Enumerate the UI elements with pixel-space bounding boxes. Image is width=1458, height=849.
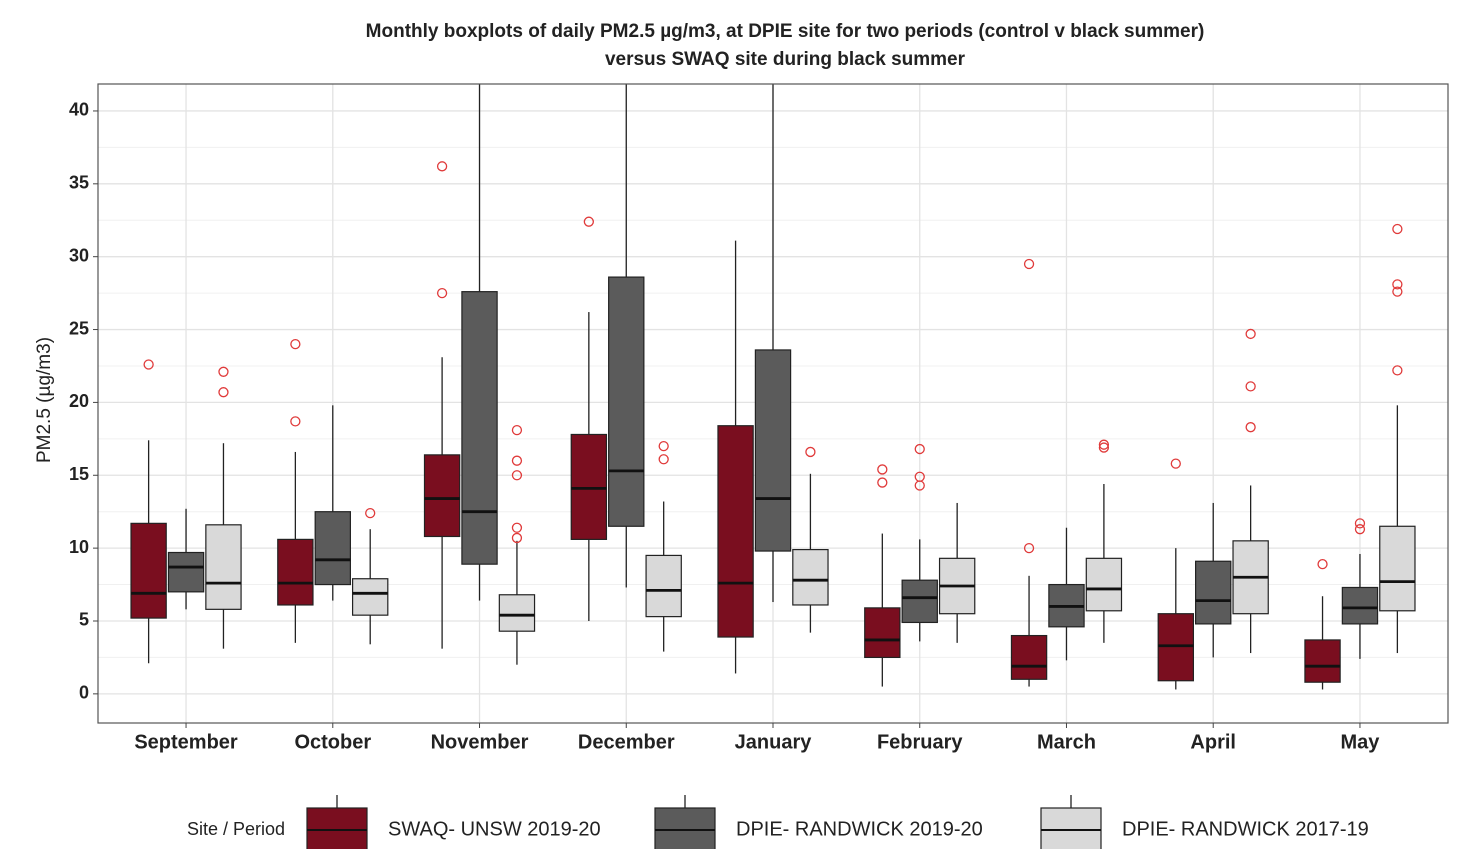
box <box>792 548 829 606</box>
y-tick-label: 35 <box>69 173 89 193</box>
box <box>864 607 901 659</box>
box <box>717 425 754 638</box>
x-tick-label: March <box>1037 731 1096 753</box>
legend: Site / Period SWAQ- UNSW 2019-20 DPIE- RAN… <box>187 795 1369 849</box>
y-tick-label: 30 <box>69 245 89 265</box>
outlier <box>1354 518 1366 529</box>
outlier <box>436 287 448 299</box>
box <box>205 524 242 610</box>
legend-title: Site / Period <box>187 819 285 839</box>
outlier <box>1317 559 1328 570</box>
outlier <box>511 532 523 544</box>
outlier <box>290 416 301 427</box>
box <box>754 349 792 552</box>
outlier <box>1023 542 1035 554</box>
x-tick-label: February <box>877 731 963 753</box>
outlier <box>1354 524 1366 535</box>
x-tick-label: April <box>1190 731 1236 753</box>
outlier <box>218 366 229 377</box>
box <box>1157 613 1195 682</box>
outlier <box>511 470 523 481</box>
y-tick-label: 10 <box>69 537 89 557</box>
x-tick-label: October <box>294 731 371 753</box>
box <box>901 579 938 624</box>
x-tick-label: December <box>578 731 675 753</box>
outlier <box>805 446 816 458</box>
outlier <box>511 522 523 533</box>
outlier <box>1098 439 1110 450</box>
outlier <box>218 387 229 398</box>
x-tick-label: November <box>431 731 529 753</box>
box <box>277 538 314 606</box>
outlier <box>877 477 888 488</box>
box <box>570 433 608 540</box>
plot-area <box>130 84 1416 690</box>
chart-title: Monthly boxplots of daily PM2.5 µg/m3, a… <box>366 21 1205 42</box>
legend-key <box>306 807 368 849</box>
outlier <box>877 464 888 475</box>
chart-title: versus SWAQ site during black summer <box>605 49 966 70</box>
box <box>498 594 536 632</box>
outlier <box>143 359 154 370</box>
box <box>1304 639 1341 683</box>
legend-label: SWAQ- UNSW 2019-20 <box>388 818 601 840</box>
outlier <box>436 161 448 172</box>
y-tick-label: 25 <box>69 318 89 338</box>
box <box>1379 525 1416 612</box>
x-tick-label: May <box>1341 731 1381 753</box>
y-tick-label: 40 <box>69 100 89 120</box>
legend-label: DPIE- RANDWICK 2019-20 <box>736 818 983 840</box>
box <box>130 522 167 619</box>
outlier <box>1392 365 1403 376</box>
outlier <box>1245 381 1256 392</box>
outlier <box>658 440 669 452</box>
box <box>314 511 351 586</box>
x-tick-label: January <box>735 731 813 753</box>
outlier <box>658 454 669 465</box>
box <box>645 554 682 618</box>
box <box>167 551 205 593</box>
legend-label: DPIE- RANDWICK 2017-19 <box>1122 818 1369 840</box>
outlier <box>1245 328 1256 340</box>
outlier <box>365 508 376 519</box>
outlier <box>1245 422 1256 433</box>
outlier <box>1023 258 1035 270</box>
y-axis-title: PM2.5 (µg/m3) <box>34 337 55 463</box>
box <box>461 291 498 565</box>
outlier <box>1392 286 1403 297</box>
outlier <box>914 471 925 482</box>
outlier <box>1392 279 1403 290</box>
outlier <box>914 443 925 455</box>
box <box>423 454 461 538</box>
box <box>351 578 389 616</box>
box <box>1010 634 1048 680</box>
legend-key <box>654 807 716 849</box>
outlier <box>583 216 594 227</box>
outlier <box>511 424 523 436</box>
outlier <box>511 455 523 466</box>
outlier <box>1170 458 1181 469</box>
box <box>1341 586 1379 625</box>
box <box>1085 557 1123 612</box>
y-tick-label: 0 <box>79 683 89 703</box>
legend-key <box>1040 807 1102 849</box>
box <box>1195 560 1232 625</box>
outlier <box>290 338 301 350</box>
y-tick-label: 15 <box>69 464 89 484</box>
outlier <box>1098 442 1110 453</box>
outlier <box>1392 223 1403 235</box>
y-tick-label: 5 <box>79 610 89 630</box>
x-tick-label: September <box>134 731 238 753</box>
box <box>608 276 645 527</box>
y-tick-label: 20 <box>69 391 89 411</box>
